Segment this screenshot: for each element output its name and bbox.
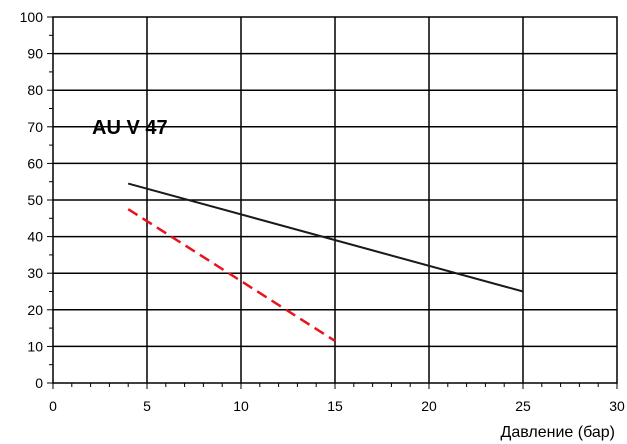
y-tick-label: 20 [27,302,43,318]
y-tick-label: 90 [27,46,43,62]
y-tick-label: 100 [20,9,44,25]
x-tick-label: 0 [49,398,57,414]
x-axis-label: Давление (бар) [501,424,615,441]
series-line-1 [127,182,524,293]
x-tick-label: 25 [515,398,531,414]
y-tick-label: 10 [27,338,43,354]
y-tick-label: 80 [27,82,43,98]
x-tick-label: 20 [421,398,437,414]
y-tick-label: 50 [27,192,43,208]
grid [53,17,617,383]
plot-frame [52,16,618,384]
y-tick-label: 0 [35,375,43,391]
chart-title-group: AU V 47 [53,117,171,139]
x-tick-label: 15 [327,398,343,414]
x-tick-label: 30 [609,398,625,414]
series-line-2 [127,208,336,342]
y-tick-labels: 0 10 20 30 40 50 60 70 80 90 100 [20,9,44,391]
minor-ticks [47,16,618,389]
x-tick-label: 10 [233,398,249,414]
y-tick-label: 40 [27,229,43,245]
x-tick-label: 5 [143,398,151,414]
y-tick-label: 60 [27,155,43,171]
y-tick-label: 70 [27,119,43,135]
x-tick-labels: 0 5 10 15 20 25 30 [49,398,625,414]
chart-title: AU V 47 [92,117,168,139]
series-layer [127,182,524,342]
y-tick-label: 30 [27,265,43,281]
